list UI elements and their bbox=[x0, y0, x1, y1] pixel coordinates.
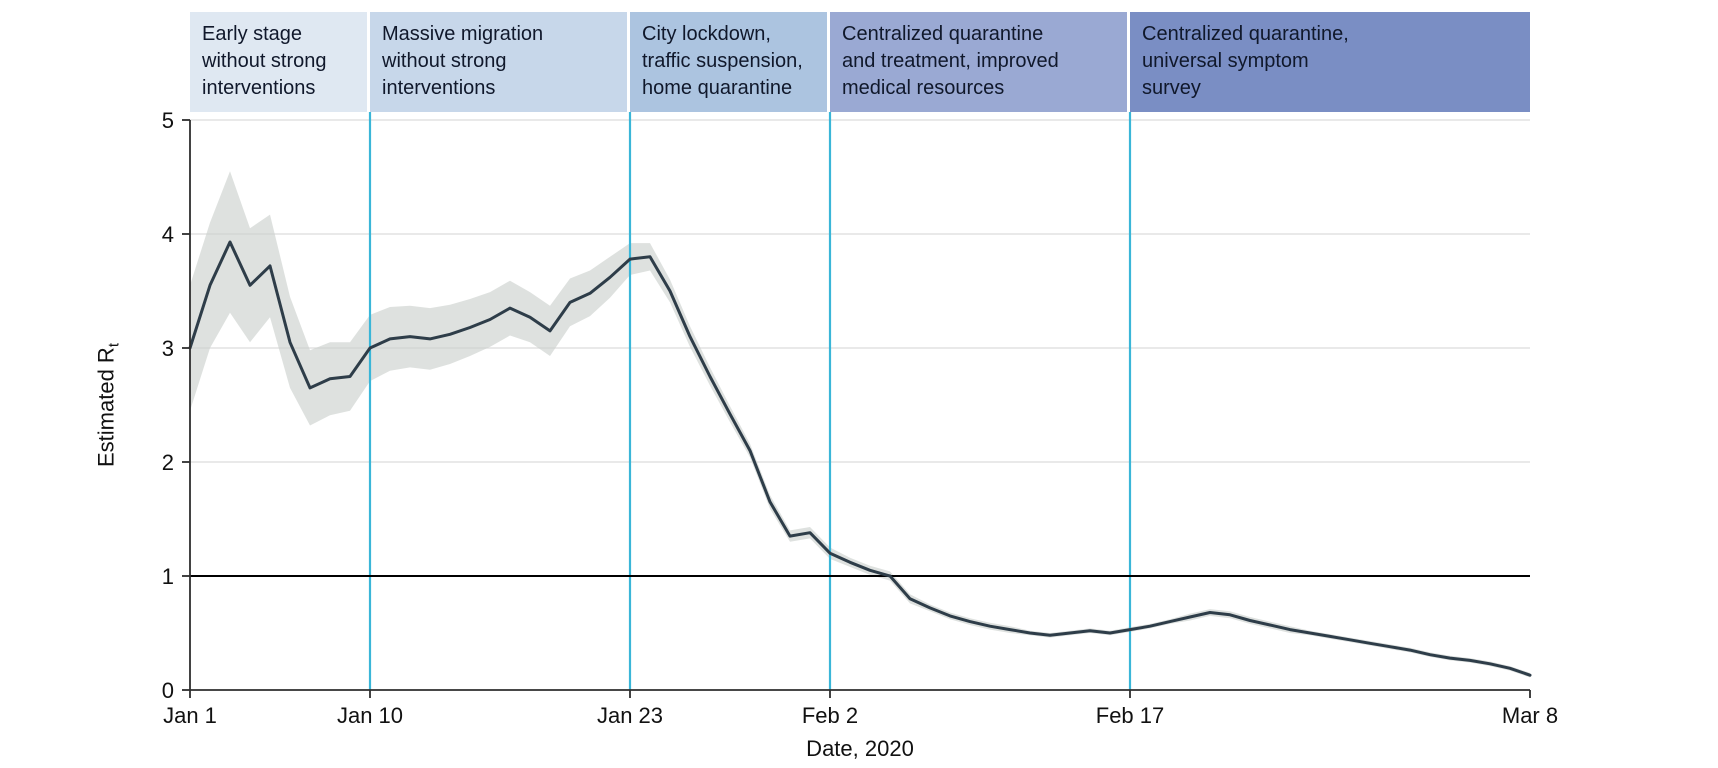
x-axis-title: Date, 2020 bbox=[806, 736, 914, 761]
y-axis-title-text: Estimated R bbox=[93, 347, 119, 467]
y-tick-label: 3 bbox=[162, 336, 174, 361]
x-tick-label: Mar 8 bbox=[1502, 703, 1558, 728]
x-tick-label: Jan 10 bbox=[337, 703, 403, 728]
y-tick-label: 0 bbox=[162, 678, 174, 703]
y-tick-label: 2 bbox=[162, 450, 174, 475]
y-tick-label: 1 bbox=[162, 564, 174, 589]
estimated-rt-line bbox=[188, 240, 1532, 677]
y-tick-label: 5 bbox=[162, 108, 174, 133]
x-tick-label: Feb 17 bbox=[1096, 703, 1165, 728]
y-axis-title: Estimated Rt bbox=[93, 343, 122, 467]
y-axis-title-subscript: t bbox=[105, 343, 123, 348]
confidence-band bbox=[190, 171, 1530, 678]
x-tick-label: Jan 23 bbox=[597, 703, 663, 728]
x-tick-label: Feb 2 bbox=[802, 703, 858, 728]
y-tick-label: 4 bbox=[162, 222, 174, 247]
x-tick-label: Jan 1 bbox=[163, 703, 217, 728]
